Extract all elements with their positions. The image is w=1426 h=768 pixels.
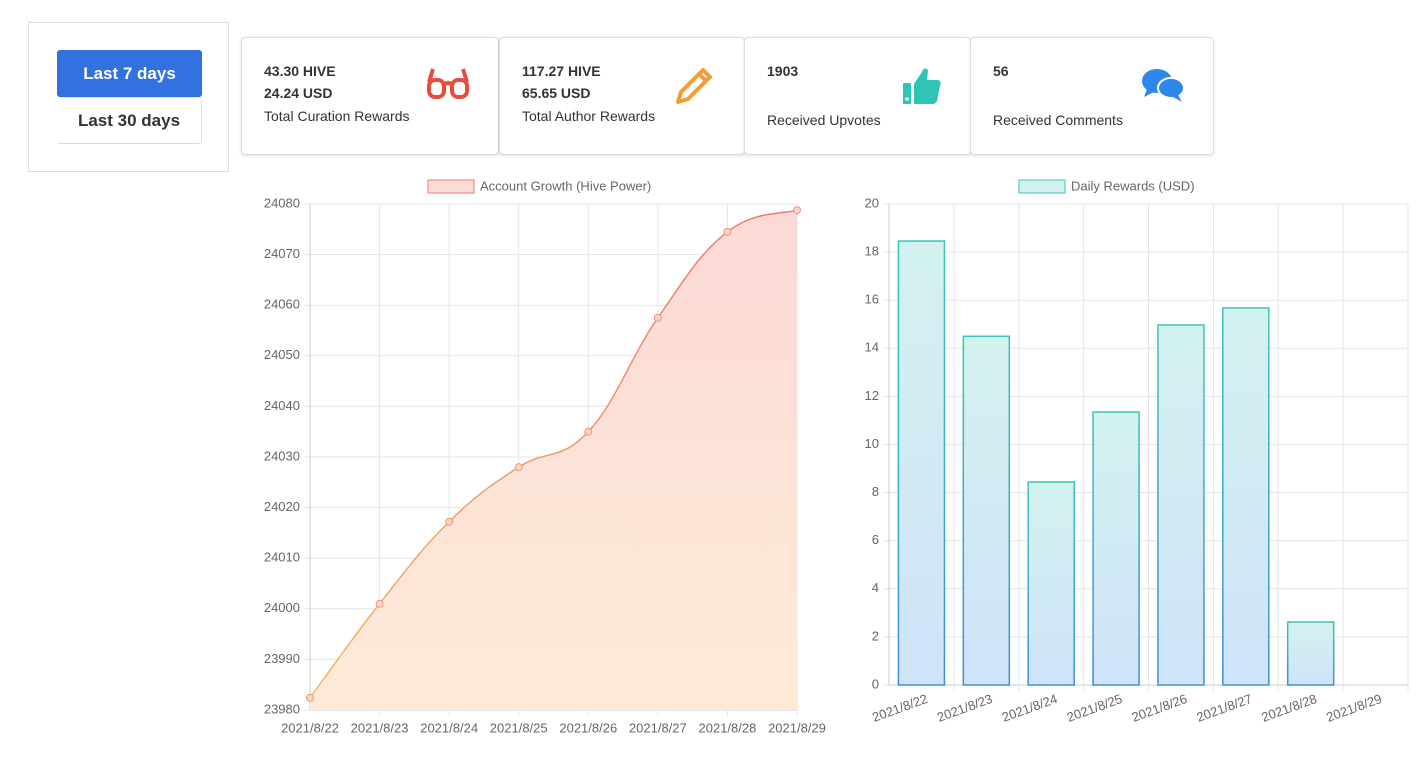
point bbox=[653, 313, 662, 322]
point bbox=[584, 427, 593, 436]
y-tick-label: 12 bbox=[865, 388, 879, 403]
stat-value: 65.65 USD bbox=[522, 85, 591, 101]
stat-card: 43.30 HIVE 24.24 USD Total Curation Rewa… bbox=[241, 37, 499, 155]
stat-label: Total Author Rewards bbox=[522, 108, 656, 124]
stat-label: Total Curation Rewards bbox=[264, 108, 410, 124]
stat-card: 117.27 HIVE 65.65 USD Total Author Rewar… bbox=[499, 37, 745, 155]
stat-value: 56 bbox=[993, 63, 1009, 79]
x-tick-label: 2021/8/26 bbox=[559, 720, 617, 735]
stat-card: 56 Received Comments bbox=[970, 37, 1214, 155]
y-tick-label: 10 bbox=[865, 436, 879, 451]
x-tick-label: 2021/8/22 bbox=[870, 691, 929, 725]
x-tick-label: 2021/8/27 bbox=[1195, 691, 1254, 725]
button[interactable]: Last 7 days bbox=[57, 50, 202, 97]
bar bbox=[1092, 411, 1140, 686]
point bbox=[723, 227, 732, 236]
y-tick-label: 6 bbox=[872, 532, 879, 547]
stat-card: 1903 Received Upvotes bbox=[744, 37, 971, 155]
x-tick-label: 2021/8/24 bbox=[420, 720, 478, 735]
y-tick-label: 24070 bbox=[264, 246, 300, 261]
x-tick-label: 2021/8/23 bbox=[351, 720, 409, 735]
bar bbox=[1222, 307, 1270, 686]
thumbs-up-icon bbox=[903, 68, 941, 104]
x-tick-label: 2021/8/25 bbox=[1065, 691, 1124, 725]
point bbox=[514, 463, 523, 472]
x-tick-label: 2021/8/25 bbox=[490, 720, 548, 735]
point bbox=[793, 206, 801, 215]
x-tick-label: 2021/8/26 bbox=[1130, 691, 1189, 725]
x-tick-label: 2021/8/24 bbox=[1000, 691, 1059, 725]
y-tick-label: 24080 bbox=[264, 195, 300, 210]
y-tick-label: 20 bbox=[865, 195, 879, 210]
bar bbox=[1286, 621, 1335, 686]
legend-swatch bbox=[427, 179, 475, 194]
stat-label: Received Upvotes bbox=[767, 112, 881, 128]
y-tick-label: 16 bbox=[865, 292, 879, 307]
button[interactable]: Last 30 days bbox=[57, 97, 202, 144]
bar bbox=[1027, 481, 1075, 686]
y-tick-label: 8 bbox=[872, 484, 879, 499]
area bbox=[310, 210, 797, 710]
y-tick-label: 24020 bbox=[264, 499, 300, 514]
legend-label: Daily Rewards (USD) bbox=[1071, 178, 1195, 193]
x-tick-label: 2021/8/28 bbox=[1259, 691, 1318, 725]
stat-value: 24.24 USD bbox=[264, 85, 333, 101]
comments-icon bbox=[1142, 69, 1185, 102]
bar bbox=[1157, 324, 1205, 686]
y-tick-label: 18 bbox=[865, 244, 879, 259]
x-tick-label: 2021/8/28 bbox=[699, 720, 757, 735]
y-tick-label: 23980 bbox=[264, 701, 300, 716]
y-tick-label: 24060 bbox=[264, 297, 300, 312]
stat-value: 43.30 HIVE bbox=[264, 63, 336, 79]
range-panel: Last 7 days Last 30 days bbox=[28, 22, 229, 172]
legend-label: Account Growth (Hive Power) bbox=[480, 178, 651, 193]
pencil-icon bbox=[676, 68, 712, 104]
bar bbox=[962, 335, 1011, 686]
stat-value: 1903 bbox=[767, 63, 799, 79]
point bbox=[306, 693, 314, 702]
y-tick-label: 4 bbox=[872, 580, 879, 595]
y-tick-label: 24030 bbox=[264, 448, 300, 463]
stat-value: 117.27 HIVE bbox=[522, 63, 601, 79]
x-tick-label: 2021/8/29 bbox=[1324, 691, 1383, 725]
x-tick-label: 2021/8/22 bbox=[281, 720, 339, 735]
point bbox=[445, 517, 454, 526]
bar bbox=[897, 240, 946, 686]
legend-swatch bbox=[1018, 179, 1066, 194]
y-tick-label: 24050 bbox=[264, 347, 300, 362]
x-tick-label: 2021/8/27 bbox=[629, 720, 687, 735]
x-tick-label: 2021/8/23 bbox=[935, 691, 994, 725]
stat-label: Received Comments bbox=[993, 112, 1123, 128]
point bbox=[375, 599, 384, 608]
y-tick-label: 24010 bbox=[264, 550, 300, 565]
glasses-icon bbox=[427, 68, 469, 99]
line bbox=[309, 209, 798, 699]
y-tick-label: 0 bbox=[872, 676, 879, 691]
y-tick-label: 24000 bbox=[264, 600, 300, 615]
x-tick-label: 2021/8/29 bbox=[768, 720, 826, 735]
y-tick-label: 24040 bbox=[264, 398, 300, 413]
y-tick-label: 14 bbox=[865, 340, 879, 355]
y-tick-label: 2 bbox=[872, 628, 879, 643]
y-tick-label: 23990 bbox=[264, 651, 300, 666]
